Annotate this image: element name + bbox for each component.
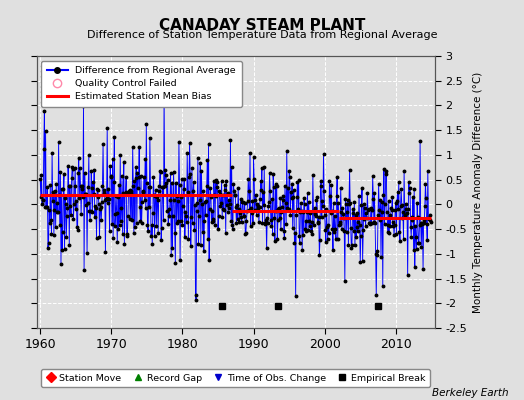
Y-axis label: Monthly Temperature Anomaly Difference (°C): Monthly Temperature Anomaly Difference (… (473, 71, 483, 313)
Text: CANADAY STEAM PLANT: CANADAY STEAM PLANT (159, 18, 365, 33)
Legend: Station Move, Record Gap, Time of Obs. Change, Empirical Break: Station Move, Record Gap, Time of Obs. C… (41, 369, 430, 387)
Legend: Difference from Regional Average, Quality Control Failed, Estimated Station Mean: Difference from Regional Average, Qualit… (41, 61, 242, 107)
Text: Berkeley Earth: Berkeley Earth (432, 388, 508, 398)
Text: Difference of Station Temperature Data from Regional Average: Difference of Station Temperature Data f… (87, 30, 437, 40)
